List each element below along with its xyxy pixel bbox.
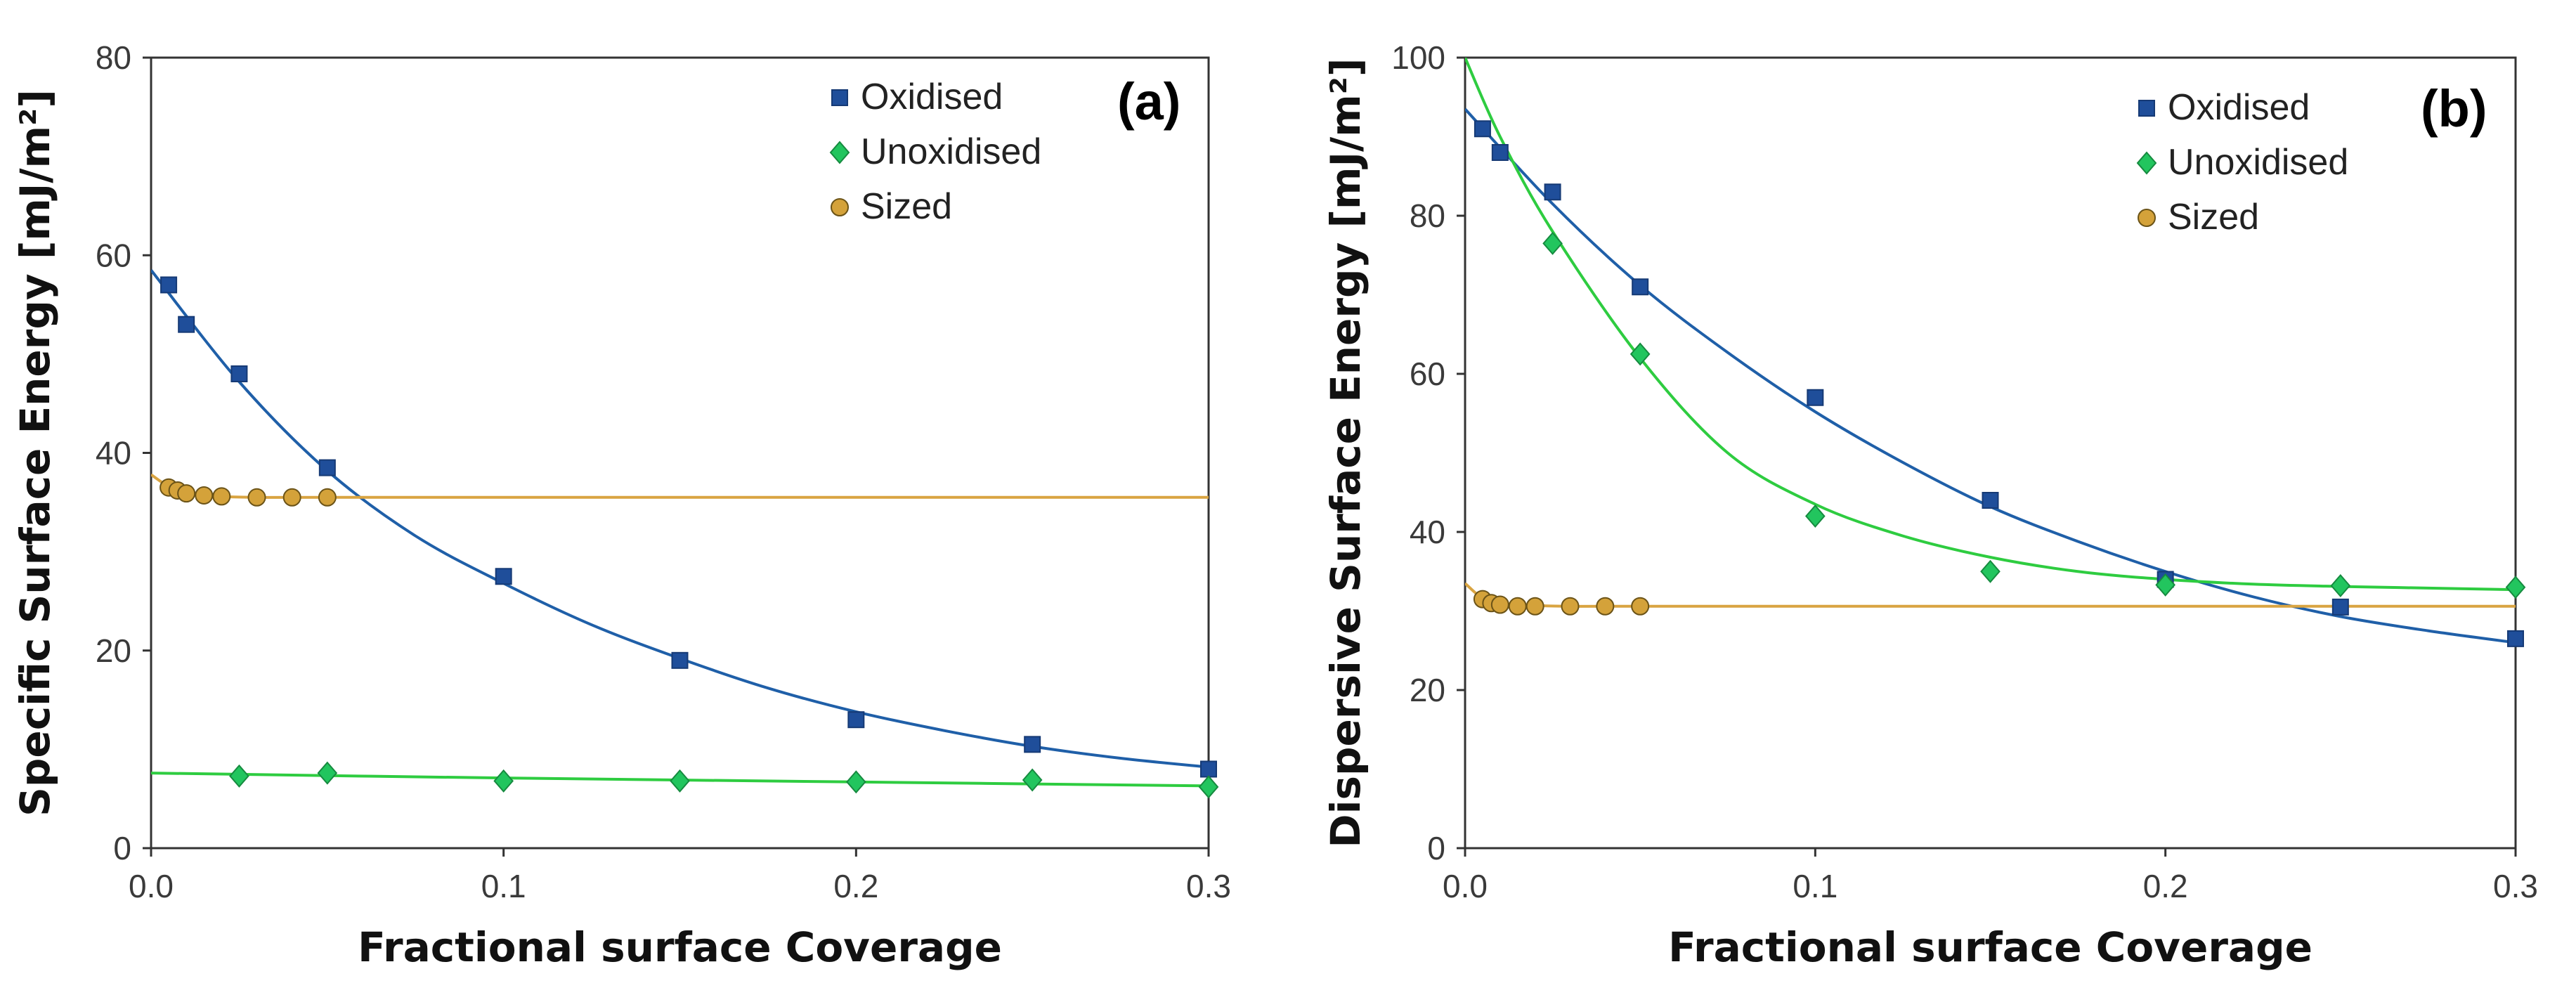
x-tick-label: 0.0 bbox=[1443, 868, 1488, 904]
data-point-sized bbox=[247, 488, 266, 507]
legend: Oxidised Unoxidised Sized bbox=[2136, 87, 2348, 238]
data-point-unoxidised bbox=[846, 770, 866, 794]
x-tick-label: 0.3 bbox=[2493, 868, 2538, 904]
data-point-sized bbox=[1526, 597, 1544, 616]
panel-label: (b) bbox=[2421, 79, 2487, 138]
legend: Oxidised Unoxidised Sized bbox=[829, 77, 1041, 227]
legend-marker-oxidised bbox=[2138, 100, 2155, 117]
x-tick-label: 0.0 bbox=[129, 868, 174, 904]
legend-label: Oxidised bbox=[2168, 87, 2310, 128]
y-tick-label: 80 bbox=[1410, 197, 1445, 234]
data-point-oxidised bbox=[847, 711, 865, 729]
plot-frame bbox=[150, 56, 1210, 850]
data-point-oxidised bbox=[1491, 144, 1509, 161]
data-point-sized bbox=[1596, 597, 1615, 616]
panel-label: (a) bbox=[1117, 72, 1180, 131]
series-sized bbox=[160, 478, 337, 507]
data-point-sized bbox=[177, 484, 196, 503]
data-point-oxidised bbox=[2507, 630, 2524, 647]
legend-label: Unoxidised bbox=[2168, 142, 2348, 183]
series-oxidised bbox=[1474, 120, 2524, 647]
y-tick-label: 60 bbox=[1410, 356, 1445, 392]
series-sized bbox=[1473, 590, 1650, 616]
data-point-unoxidised bbox=[670, 769, 690, 793]
data-point-oxidised bbox=[671, 651, 689, 669]
data-point-sized bbox=[1561, 597, 1580, 616]
y-tick-label: 0 bbox=[1427, 830, 1445, 866]
legend-marker-unoxidised bbox=[829, 141, 850, 164]
legend-label: Unoxidised bbox=[861, 131, 1041, 172]
legend-marker-oxidised bbox=[831, 89, 848, 106]
data-point-oxidised bbox=[1982, 492, 1999, 509]
legend-label: Oxidised bbox=[861, 77, 1003, 117]
y-tick-label: 40 bbox=[96, 435, 131, 472]
x-tick-label: 0.2 bbox=[833, 868, 878, 904]
data-point-unoxidised bbox=[2505, 576, 2526, 599]
legend-marker-sized bbox=[2138, 209, 2156, 227]
y-tick-label: 20 bbox=[1410, 672, 1445, 708]
y-axis-title: Specific Surface Energy [mJ/m²] bbox=[11, 89, 59, 817]
data-point-oxidised bbox=[1200, 760, 1217, 778]
y-tick-label: 0 bbox=[113, 830, 131, 866]
data-point-sized bbox=[282, 488, 301, 507]
data-point-unoxidised bbox=[2330, 573, 2351, 598]
series-unoxidised bbox=[229, 761, 1219, 799]
data-point-sized bbox=[1490, 595, 1509, 614]
series-unoxidised bbox=[1542, 231, 2526, 599]
x-tick-label: 0.1 bbox=[1793, 868, 1837, 904]
data-point-unoxidised bbox=[1629, 342, 1651, 366]
data-point-sized bbox=[1631, 597, 1650, 616]
data-point-unoxidised bbox=[1198, 775, 1219, 799]
data-point-oxidised bbox=[318, 459, 336, 476]
data-point-oxidised bbox=[495, 568, 512, 585]
data-point-sized bbox=[1508, 597, 1527, 616]
data-point-unoxidised bbox=[493, 769, 514, 793]
y-tick-label: 80 bbox=[96, 39, 131, 76]
x-tick-label: 0.1 bbox=[481, 868, 526, 904]
data-point-oxidised bbox=[178, 316, 195, 333]
x-axis-title: Fractional surface Coverage bbox=[358, 923, 1002, 971]
data-point-sized bbox=[212, 487, 231, 506]
data-point-unoxidised bbox=[1542, 231, 1563, 255]
data-point-oxidised bbox=[1024, 736, 1041, 753]
y-tick-label: 40 bbox=[1410, 514, 1445, 550]
legend-marker-sized bbox=[831, 198, 849, 216]
y-tick-label: 60 bbox=[96, 237, 131, 273]
legend-marker-unoxidised bbox=[2136, 151, 2157, 175]
data-point-oxidised bbox=[1632, 278, 1649, 296]
legend-label: Sized bbox=[2168, 197, 2259, 238]
data-point-oxidised bbox=[1807, 389, 1824, 406]
x-tick-label: 0.2 bbox=[2143, 868, 2188, 904]
x-axis-title: Fractional surface Coverage bbox=[1668, 923, 2312, 971]
data-point-unoxidised bbox=[1980, 559, 2001, 583]
data-point-oxidised bbox=[230, 365, 248, 382]
fit-curve-oxidised bbox=[1465, 108, 2516, 644]
panel-b: 0.0 0.1 0.2 0.3 0 20 40 60 80 100 Oxidised Unoxidis… bbox=[1322, 39, 2538, 971]
data-point-sized bbox=[195, 486, 214, 505]
y-tick-label: 100 bbox=[1391, 39, 1445, 76]
y-axis-title: Dispersive Surface Energy [mJ/m²] bbox=[1322, 58, 1370, 847]
data-point-oxidised bbox=[1544, 183, 1561, 201]
data-point-unoxidised bbox=[2155, 573, 2175, 597]
data-point-oxidised bbox=[2331, 598, 2349, 616]
data-point-sized bbox=[318, 488, 337, 507]
x-tick-label: 0.3 bbox=[1186, 868, 1231, 904]
data-point-oxidised bbox=[1474, 120, 1491, 138]
data-point-oxidised bbox=[160, 276, 178, 294]
data-point-unoxidised bbox=[1022, 768, 1043, 792]
legend-label: Sized bbox=[861, 186, 952, 227]
y-tick-label: 20 bbox=[96, 632, 131, 669]
panel-a: 0.0 0.1 0.2 0.3 0 20 40 60 80 Oxidised Unoxidised S… bbox=[11, 39, 1231, 971]
data-point-unoxidised bbox=[229, 764, 249, 788]
series-oxidised bbox=[160, 276, 1217, 778]
plot-frame bbox=[1464, 56, 2517, 850]
data-point-unoxidised bbox=[1805, 504, 1826, 528]
data-point-unoxidised bbox=[317, 761, 338, 785]
